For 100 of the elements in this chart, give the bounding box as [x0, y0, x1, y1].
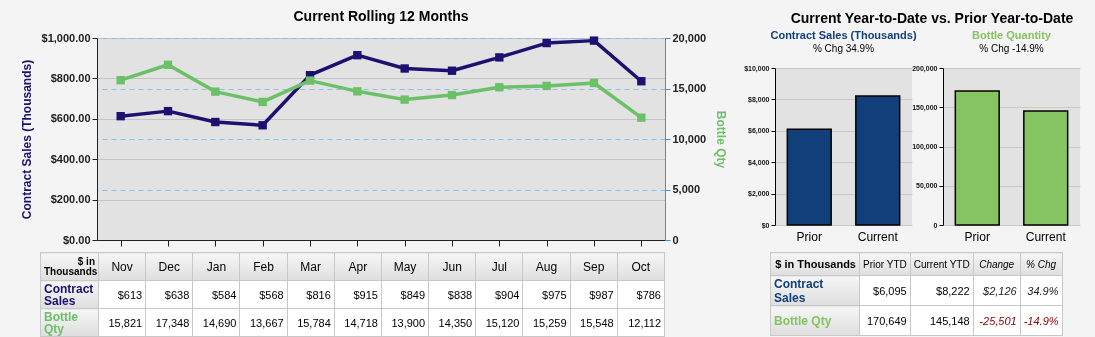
- x-tick-label: Dec: [145, 252, 193, 281]
- point: [353, 87, 362, 96]
- data-label: $584: [192, 280, 240, 309]
- data-label: 13,900: [381, 308, 429, 337]
- point: [542, 81, 551, 91]
- x-tick-label: Jul: [475, 252, 523, 281]
- text: Bottle Qty: [40, 308, 99, 337]
- text: $6,095: [873, 284, 907, 297]
- data-label: $638: [145, 280, 193, 309]
- text: -25,501: [973, 305, 1021, 336]
- point: [637, 77, 646, 86]
- text: Bottle Qty: [770, 305, 860, 336]
- x-tick-label: Jan: [192, 252, 240, 281]
- point: [305, 76, 315, 85]
- point: [447, 66, 457, 75]
- x-tick-label: Sep: [570, 252, 618, 281]
- data-label: $613: [98, 280, 146, 309]
- point: [258, 121, 267, 130]
- x-tick-label: Jun: [428, 252, 476, 281]
- data-label: 14,690: [192, 308, 240, 337]
- data-label: $987: [570, 280, 618, 309]
- point: [400, 64, 409, 73]
- text: Change: [973, 252, 1021, 276]
- x-tick-label: Mar: [287, 252, 335, 281]
- point: [163, 60, 173, 69]
- text: Current YTD: [910, 252, 974, 276]
- y-axis-title: Contract Sales (Thousands): [19, 59, 34, 220]
- data-label: $975: [522, 280, 571, 309]
- x-tick-label: Prior: [964, 229, 990, 244]
- text: $ in Thousands: [40, 252, 99, 281]
- data-label: $915: [334, 280, 382, 309]
- y2-tick-label: 20,000: [672, 31, 707, 44]
- text: Contract Sales: [770, 275, 860, 306]
- x-tick-label: Aug: [522, 252, 571, 281]
- x-tick-label: Nov: [98, 252, 146, 281]
- data-label: $568: [239, 280, 288, 309]
- x-tick-label: May: [381, 252, 429, 281]
- chart-subtitle: % Chg 34.9%: [812, 43, 875, 54]
- data-label: 17,348: [145, 308, 193, 337]
- point: [400, 95, 409, 104]
- point: [447, 90, 457, 100]
- data-label: 14,350: [428, 308, 476, 337]
- x-tick-label: Oct: [617, 252, 665, 281]
- y-tick-label: $800.00: [50, 71, 91, 84]
- text: Prior YTD: [859, 252, 911, 276]
- y-tick-label: $400.00: [50, 152, 91, 165]
- data-label: $838: [428, 280, 476, 309]
- point: [637, 113, 646, 122]
- point: [211, 87, 220, 96]
- data-label: $849: [381, 280, 429, 309]
- text: % Chg: [1020, 252, 1063, 276]
- y-tick-label: $0.00: [62, 233, 91, 246]
- x-tick-label: Current: [1025, 229, 1067, 244]
- y2-tick-label: 5,000: [672, 183, 701, 195]
- data-label: 15,120: [475, 308, 523, 337]
- text: Contract Sales: [40, 280, 99, 309]
- chart-subtitle: % Chg -14.9%: [979, 43, 1044, 54]
- data-label: 15,821: [98, 308, 146, 337]
- x-tick-label: Prior: [796, 229, 822, 244]
- text: 34.9%: [1020, 275, 1063, 306]
- data-label: 15,259: [522, 308, 571, 337]
- y2-tick-label: 15,000: [672, 82, 707, 94]
- data-label: $904: [475, 280, 523, 309]
- y2-axis-title: Bottle Qty: [714, 110, 729, 169]
- text: Current Year-to-Date vs. Prior Year-to-Date: [789, 10, 1075, 26]
- x-tick-label: Feb: [239, 252, 288, 281]
- data-label: 13,667: [239, 308, 288, 337]
- text: 145,148: [929, 314, 970, 327]
- y2-tick-label: 10,000: [672, 132, 707, 145]
- point: [211, 117, 220, 127]
- data-label: 14,718: [334, 308, 382, 337]
- data-label: $816: [287, 280, 335, 309]
- x-tick-label: Apr: [334, 252, 382, 281]
- data-label: 15,548: [570, 308, 618, 337]
- y-tick-label: $1,000.00: [41, 31, 91, 44]
- point: [589, 36, 599, 45]
- y-tick-label: $600.00: [50, 112, 91, 125]
- chart-title: Current Rolling 12 Months: [293, 8, 469, 24]
- text: $ in Thousands: [770, 252, 860, 276]
- data-label: $786: [617, 280, 665, 309]
- data-label: 15,784: [287, 308, 335, 337]
- point: [258, 97, 267, 107]
- data-label: 12,112: [617, 308, 665, 337]
- point: [353, 50, 362, 60]
- y2-tick-label: 0: [672, 233, 679, 246]
- chart-title: Bottle Quantity: [972, 29, 1052, 41]
- point: [163, 106, 173, 116]
- text: $2,126: [973, 275, 1021, 306]
- point: [495, 53, 504, 62]
- point: [116, 76, 125, 85]
- text: $8,222: [936, 284, 970, 297]
- x-tick-label: Current: [857, 229, 899, 244]
- chart-title: Contract Sales (Thousands): [770, 29, 917, 41]
- text: -14.9%: [1020, 305, 1063, 336]
- text: 170,649: [866, 314, 907, 327]
- point: [495, 83, 504, 92]
- y-tick-label: $200.00: [50, 193, 91, 206]
- point: [542, 38, 551, 48]
- point: [116, 111, 125, 121]
- point: [589, 78, 599, 88]
